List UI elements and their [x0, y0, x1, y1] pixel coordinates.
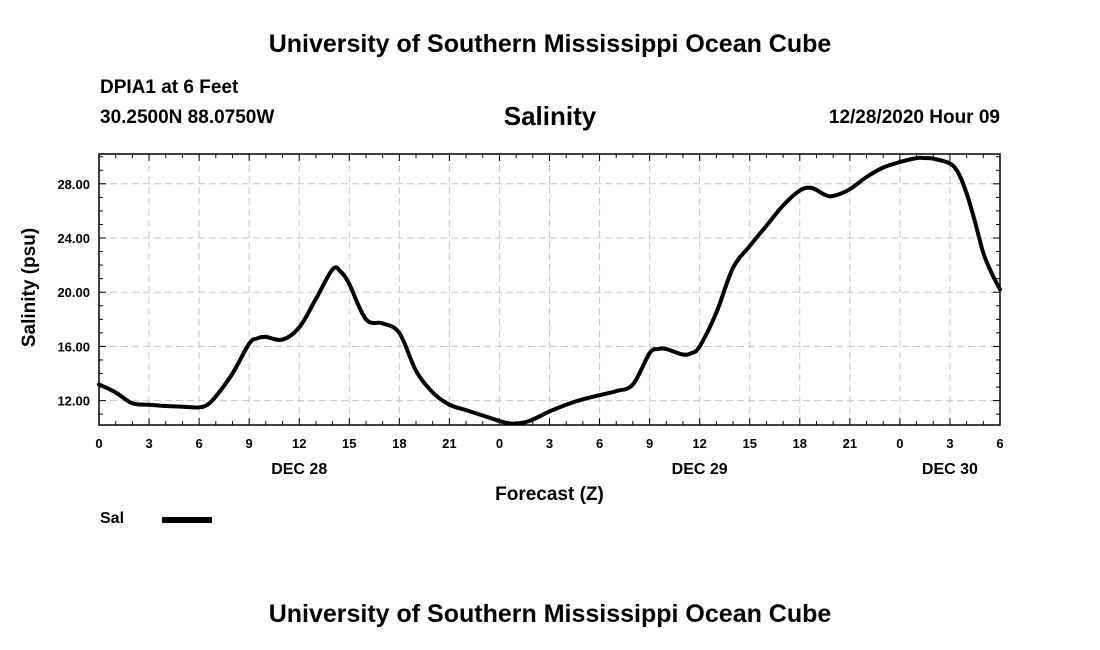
chart-footer-title: University of Southern Mississippi Ocean…	[268, 600, 832, 628]
y-tick-label: 20.00	[57, 285, 90, 300]
chart-title: Salinity	[503, 101, 597, 131]
x-tick-label: 21	[442, 436, 456, 451]
x-tick-label: 21	[843, 436, 857, 451]
chart-header-title: University of Southern Mississippi Ocean…	[268, 30, 832, 58]
x-tick-label: 18	[793, 436, 807, 451]
x-tick-label: 0	[95, 436, 102, 451]
x-tick-label: 6	[195, 436, 202, 451]
forecast-datetime: 12/28/2020 Hour 09	[828, 107, 1000, 128]
date-label: DEC 29	[672, 461, 728, 478]
x-tick-label: 15	[742, 436, 756, 451]
x-tick-label: 6	[596, 436, 603, 451]
x-tick-label: 12	[692, 436, 706, 451]
y-tick-label: 16.00	[57, 339, 90, 354]
date-label: DEC 28	[271, 461, 327, 478]
date-label: DEC 30	[922, 461, 978, 478]
x-tick-label: 9	[646, 436, 653, 451]
salinity-series-line	[97, 155, 1002, 426]
x-tick-label: 15	[342, 436, 356, 451]
legend-label: Sal	[100, 510, 125, 527]
x-axis-label: Forecast (Z)	[495, 484, 604, 505]
x-tick-label: 3	[946, 436, 953, 451]
y-tick-label: 28.00	[57, 177, 90, 192]
station-coordinates: 30.2500N 88.0750W	[100, 107, 275, 128]
x-tick-label: 12	[292, 436, 306, 451]
x-tick-label: 0	[496, 436, 503, 451]
x-tick-label: 6	[996, 436, 1003, 451]
y-tick-label: 12.00	[57, 394, 90, 409]
y-tick-label: 24.00	[57, 231, 90, 246]
x-tick-label: 9	[246, 436, 253, 451]
x-tick-label: 3	[546, 436, 553, 451]
legend-swatch	[162, 517, 212, 523]
x-tick-label: 18	[392, 436, 406, 451]
x-tick-label: 3	[145, 436, 152, 451]
x-tick-label: 0	[896, 436, 903, 451]
y-axis-label: Salinity (psu)	[19, 228, 40, 347]
station-name: DPIA1 at 6 Feet	[100, 77, 239, 98]
